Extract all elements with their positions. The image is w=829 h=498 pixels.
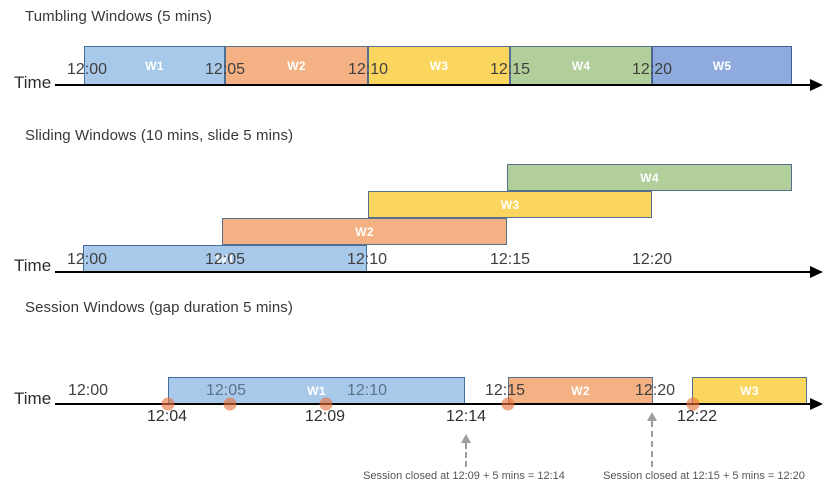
tumbling-tick-1200: 12:00 [66, 61, 108, 78]
tumbling-timeline [55, 84, 812, 86]
tumbling-window-w2: W2 [225, 46, 368, 86]
tumbling-tick-1205: 12:05 [204, 61, 246, 78]
event-dot [223, 397, 237, 411]
sliding-tick-1215: 12:15 [489, 251, 531, 268]
tumbling-axis-label: Time [14, 73, 52, 92]
session-tick-1210: 12:10 [346, 382, 388, 399]
sliding-tick-1220: 12:20 [631, 251, 673, 268]
event-time-1204: 12:04 [146, 408, 188, 425]
event-time-1214: 12:14 [445, 408, 487, 425]
window-label: W4 [571, 59, 591, 73]
window-label: W1 [215, 251, 235, 266]
sliding-window-w3: W3 [368, 191, 652, 218]
arrow-shaft [651, 421, 653, 467]
window-label: W2 [355, 224, 374, 239]
session-close-annotation-2: Session closed at 12:15 + 5 mins = 12:20 [603, 470, 805, 482]
tumbling-window-w5: W5 [652, 46, 792, 86]
window-label: W1 [145, 59, 164, 73]
session-tick-1220: 12:20 [634, 382, 676, 399]
up-arrow-icon [461, 434, 471, 467]
window-label: W2 [287, 59, 306, 73]
tumbling-tick-1210: 12:10 [347, 61, 389, 78]
event-dot [501, 397, 515, 411]
event-time-1222: 12:22 [676, 408, 718, 425]
tumbling-window-w1: W1 [84, 46, 225, 86]
window-label: W3 [429, 59, 449, 73]
tumbling-tick-1215: 12:15 [489, 61, 531, 78]
session-window-w3: W3 [692, 377, 807, 404]
window-label: W2 [571, 383, 590, 398]
tumbling-window-w4: W4 [510, 46, 652, 86]
sliding-axis-label: Time [14, 256, 52, 275]
arrow-head [647, 412, 657, 421]
session-tick-1215: 12:15 [484, 382, 526, 399]
session-timeline-arrowhead-icon [810, 398, 823, 410]
sliding-tick-1200: 12:00 [66, 251, 108, 268]
up-arrow-icon [647, 412, 657, 467]
sliding-tick-1210: 12:10 [346, 251, 388, 268]
tumbling-title: Tumbling Windows (5 mins) [25, 8, 212, 25]
session-title: Session Windows (gap duration 5 mins) [25, 299, 293, 316]
session-window-w2: W2 [508, 377, 653, 404]
session-tick-1205: 12:05 [205, 382, 247, 399]
sliding-window-w4: W4 [507, 164, 792, 191]
arrow-head [461, 434, 471, 443]
window-label: W3 [740, 383, 759, 398]
event-dot [161, 397, 175, 411]
sliding-timeline-arrowhead-icon [810, 266, 823, 278]
arrow-shaft [465, 443, 467, 467]
sliding-timeline [55, 271, 812, 273]
tumbling-tick-1220: 12:20 [631, 61, 673, 78]
event-dot [319, 397, 333, 411]
session-tick-1200: 12:00 [67, 382, 109, 399]
event-dot [686, 397, 700, 411]
window-label: W1 [307, 383, 326, 398]
session-timeline [55, 403, 812, 405]
tumbling-window-w3: W3 [368, 46, 510, 86]
event-time-1209: 12:09 [304, 408, 346, 425]
sliding-tick-1205: 12:05 [204, 251, 246, 268]
session-axis-label: Time [14, 389, 52, 408]
window-label: W3 [500, 197, 520, 212]
sliding-title: Sliding Windows (10 mins, slide 5 mins) [25, 127, 294, 144]
sliding-window-w2: W2 [222, 218, 507, 245]
tumbling-timeline-arrowhead-icon [810, 79, 823, 91]
window-label: W5 [712, 59, 732, 73]
window-label: W4 [640, 170, 659, 185]
session-close-annotation-1: Session closed at 12:09 + 5 mins = 12:14 [363, 470, 565, 482]
